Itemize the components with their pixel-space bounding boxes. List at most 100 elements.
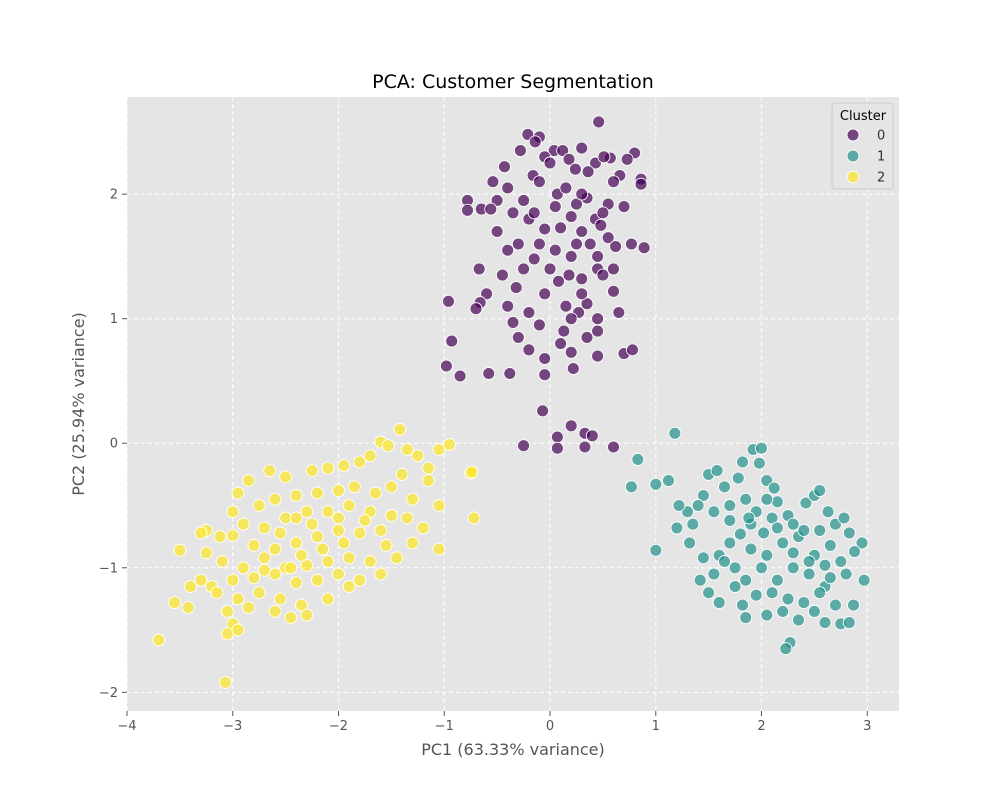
cluster-0-point [532, 237, 546, 251]
cluster-0-point [548, 200, 562, 214]
cluster-1-point [760, 548, 774, 562]
cluster-2-point [342, 580, 356, 593]
cluster-1-point [792, 613, 805, 627]
cluster-2-point [310, 530, 324, 544]
cluster-2-point [332, 567, 345, 581]
cluster-1-point [710, 464, 724, 478]
cluster-2-points [152, 423, 481, 689]
cluster-1-point [631, 452, 645, 466]
x-tick-label: −3 [223, 719, 242, 734]
cluster-1-point [693, 573, 707, 587]
cluster-0-point [550, 430, 564, 444]
cluster-2-point [300, 505, 314, 519]
cluster-2-point [411, 449, 425, 463]
cluster-0-point [620, 152, 634, 166]
cluster-2-point [210, 586, 224, 600]
x-tick-label: 1 [652, 719, 660, 734]
x-tick-label: 2 [757, 719, 765, 734]
cluster-0-point [486, 175, 500, 189]
cluster-0-point [550, 441, 564, 455]
cluster-0-point [570, 237, 583, 251]
cluster-0-point [578, 440, 592, 454]
cluster-1-point [765, 586, 779, 600]
cluster-0-point [607, 175, 620, 189]
cluster-1-point [742, 511, 756, 525]
chart-title: PCA: Customer Segmentation [372, 71, 654, 93]
cluster-2-point [305, 464, 319, 478]
cluster-1-point [723, 536, 737, 550]
cluster-1-point [728, 580, 742, 593]
cluster-1-point [797, 523, 811, 537]
cluster-1-point [802, 555, 816, 568]
cluster-0-point [538, 287, 552, 301]
cluster-0-point [527, 252, 541, 266]
cluster-1-point [834, 555, 848, 568]
cluster-2-point [279, 470, 293, 484]
cluster-0-point [597, 150, 611, 164]
cluster-1-point [668, 426, 682, 440]
cluster-2-point [226, 528, 240, 542]
cluster-1-point [857, 573, 871, 587]
cluster-2-point [231, 623, 245, 637]
cluster-2-point [152, 633, 166, 647]
cluster-0-point [575, 272, 589, 286]
cluster-1-point [739, 573, 753, 587]
cluster-0-point [490, 225, 504, 238]
cluster-1-point [707, 567, 721, 581]
cluster-1-point [739, 611, 753, 625]
cluster-0-point [445, 334, 459, 348]
cluster-0-point [480, 287, 494, 301]
cluster-1-point [770, 573, 784, 587]
cluster-0-point [637, 241, 651, 255]
cluster-2-point [236, 517, 250, 531]
cluster-2-point [406, 536, 419, 550]
cluster-2-point [432, 499, 446, 512]
cluster-2-point [242, 601, 256, 615]
cluster-2-point [332, 523, 345, 537]
x-tick-label: −1 [435, 719, 454, 734]
cluster-0-point [482, 367, 496, 380]
cluster-1-point [662, 474, 675, 488]
cluster-1-point [736, 598, 749, 612]
cluster-2-point [289, 576, 303, 590]
cluster-0-point [554, 221, 568, 235]
cluster-1-point [767, 481, 781, 495]
cluster-0-point [607, 284, 620, 298]
cluster-0-point [612, 306, 626, 319]
cluster-1-point [649, 543, 663, 557]
cluster-1-point [807, 604, 821, 618]
cluster-2-point [310, 573, 324, 587]
cluster-0-point [527, 206, 541, 220]
cluster-1-point [728, 561, 742, 575]
cluster-0-point [453, 369, 467, 383]
cluster-1-point [818, 616, 832, 630]
cluster-2-point [242, 474, 256, 488]
cluster-1-point [818, 558, 832, 572]
legend-marker-0 [846, 128, 860, 142]
cluster-0-point [591, 312, 605, 326]
cluster-1-point [829, 598, 842, 612]
cluster-2-point [353, 573, 367, 587]
cluster-0-point [557, 324, 571, 338]
cluster-2-point [416, 521, 430, 535]
cluster-0-point [575, 187, 589, 201]
y-axis-label: PC2 (25.94% variance) [69, 312, 88, 496]
cluster-1-point [707, 505, 721, 519]
cluster-0-point [538, 222, 552, 236]
cluster-1-point [683, 536, 697, 550]
cluster-2-point [443, 438, 456, 451]
cluster-1-point [752, 456, 766, 470]
cluster-2-point [321, 505, 335, 519]
cluster-1-point [755, 441, 768, 455]
cluster-0-point [566, 362, 580, 375]
cluster-2-point [406, 492, 419, 506]
cluster-2-point [395, 467, 409, 481]
cluster-2-point [194, 573, 208, 587]
cluster-1-point [823, 571, 837, 585]
cluster-2-point [236, 561, 250, 575]
cluster-0-point [517, 262, 531, 276]
cluster-1-point [739, 492, 753, 506]
cluster-0-point [594, 218, 608, 232]
cluster-0-point [596, 206, 610, 220]
cluster-2-point [273, 526, 287, 540]
